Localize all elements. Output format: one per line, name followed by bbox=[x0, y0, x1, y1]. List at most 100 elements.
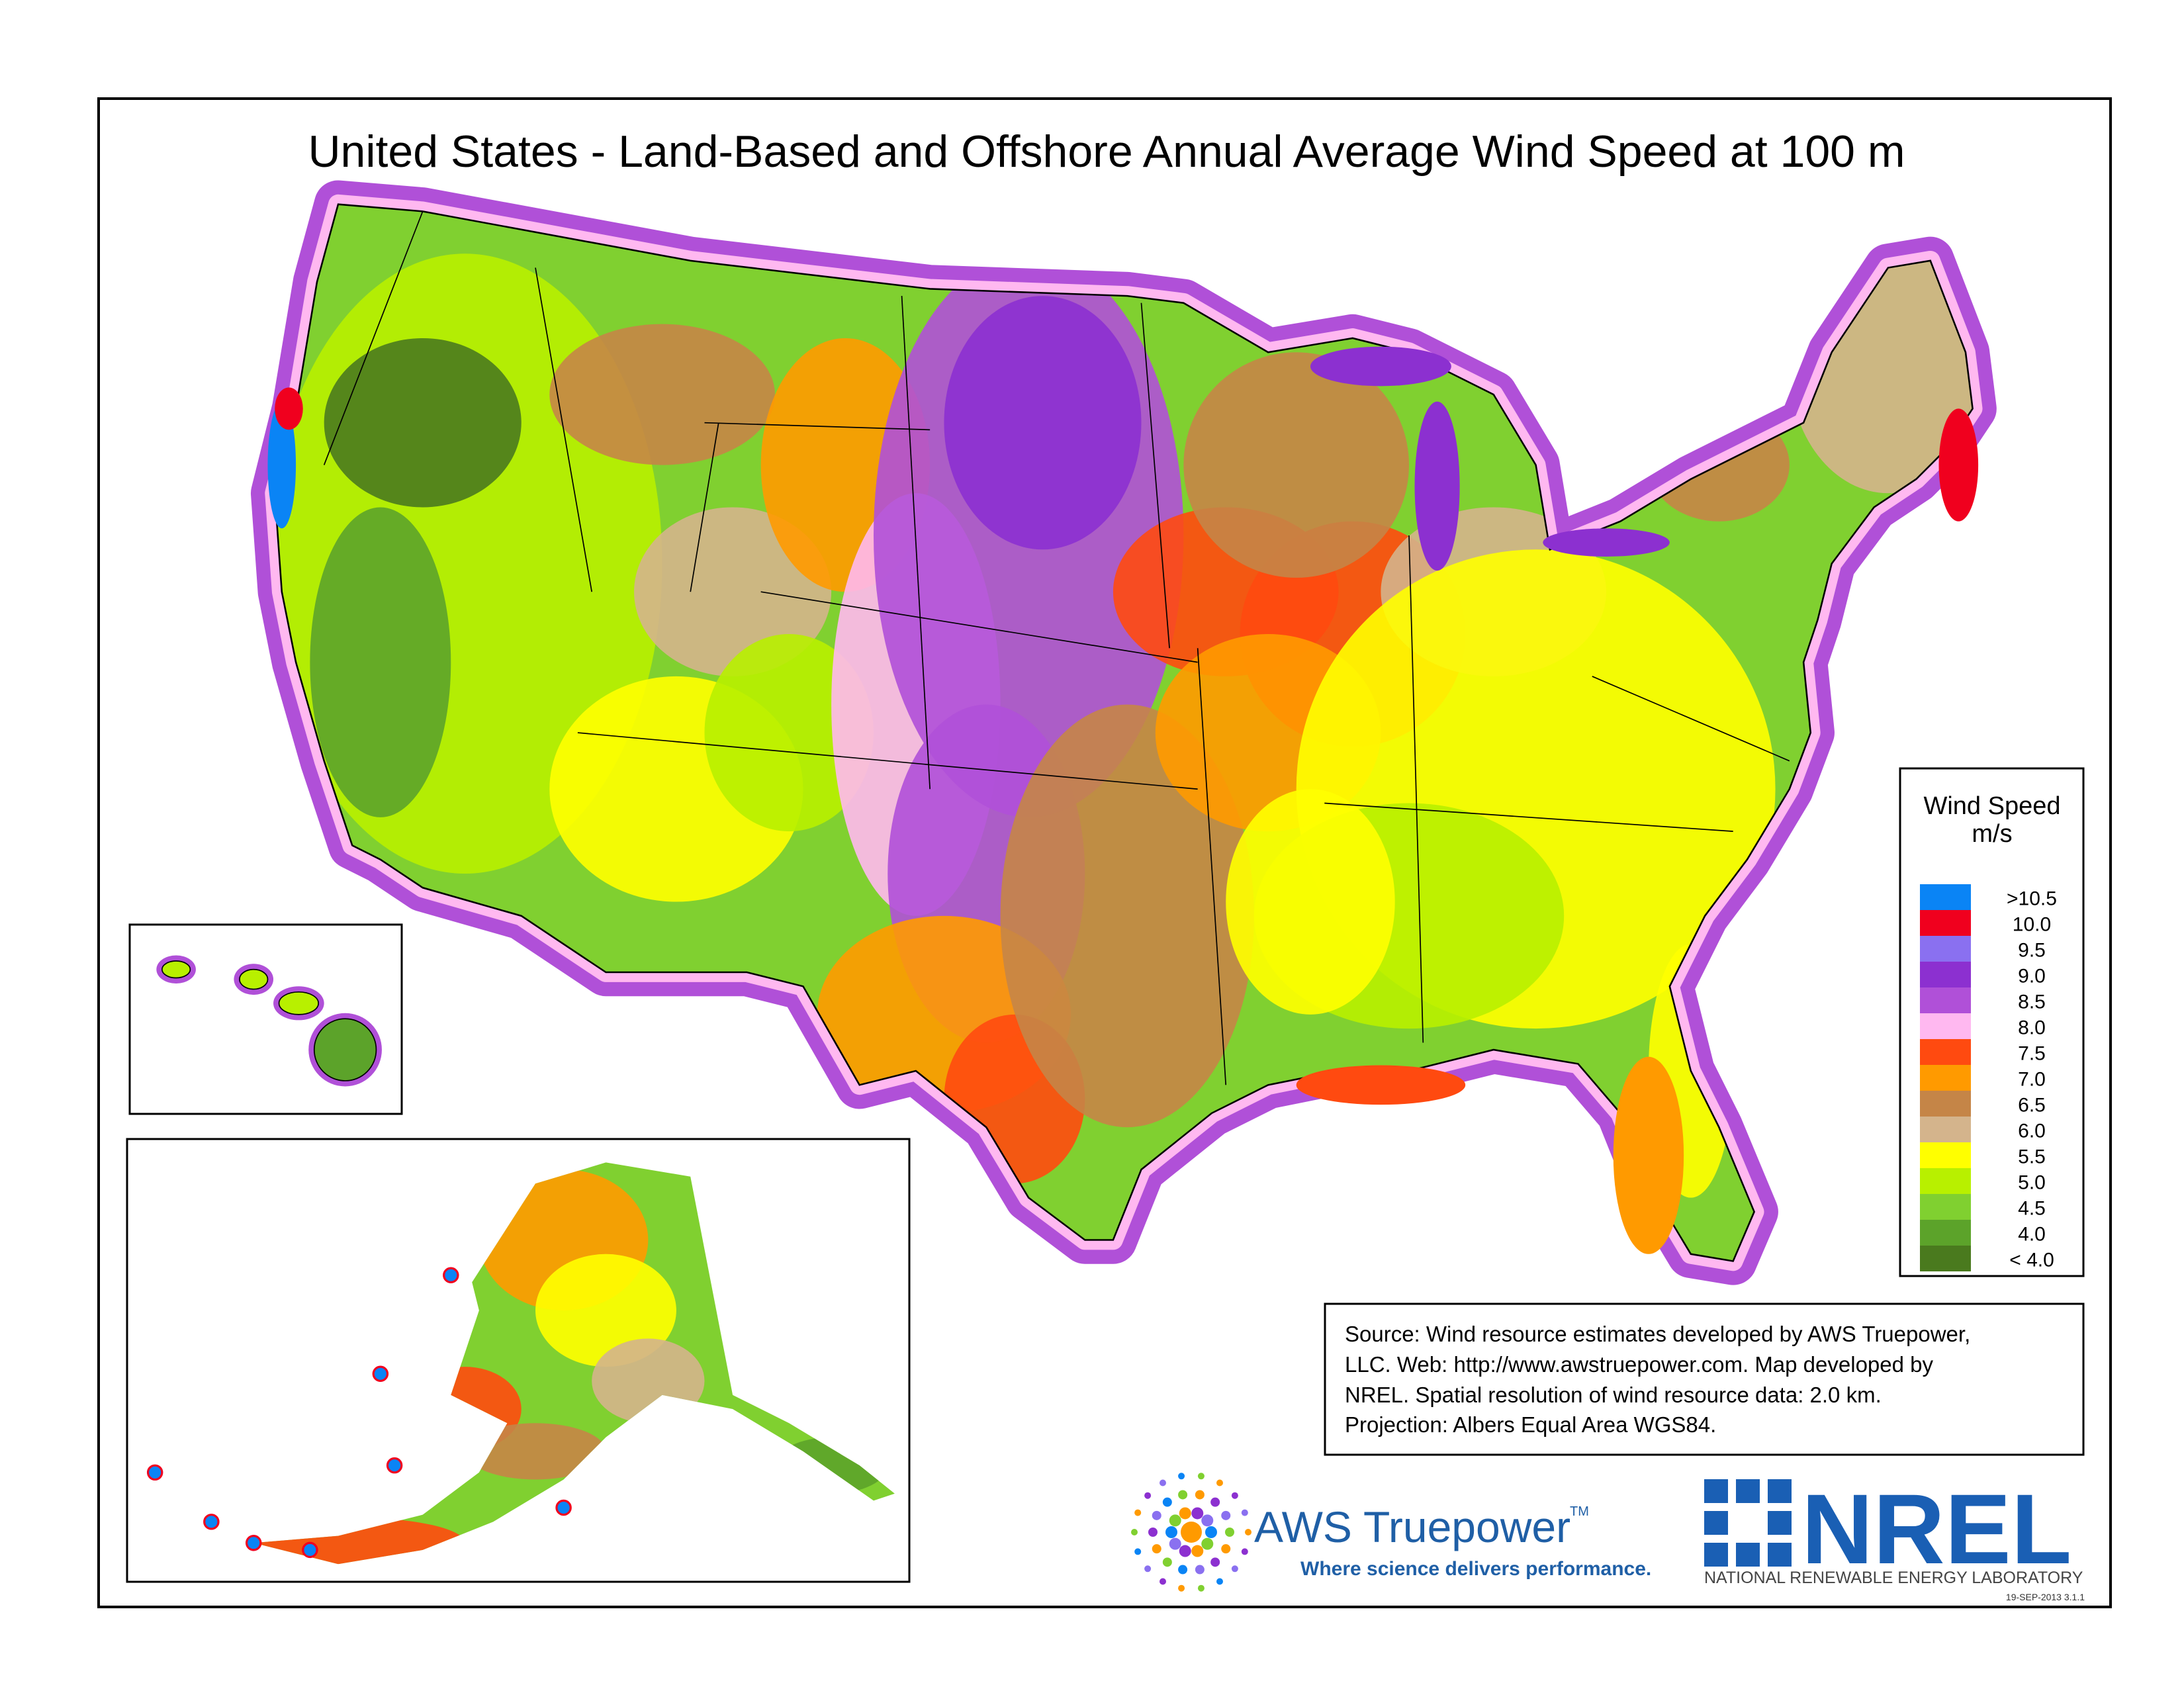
legend-label: < 4.0 bbox=[2009, 1250, 2054, 1271]
legend-swatch bbox=[1920, 1220, 1971, 1246]
island bbox=[278, 991, 320, 1015]
logo-dot bbox=[1178, 1584, 1185, 1592]
land bbox=[275, 204, 1973, 1261]
logo-dot bbox=[1201, 1514, 1214, 1527]
logo-dot bbox=[1165, 1526, 1177, 1538]
logo-dot bbox=[1201, 1537, 1214, 1550]
island bbox=[161, 960, 191, 979]
island bbox=[372, 1365, 389, 1383]
wind-zone bbox=[253, 1517, 465, 1565]
state-line bbox=[1592, 676, 1790, 762]
logo-dot bbox=[1134, 1509, 1142, 1516]
legend-label: 8.0 bbox=[2018, 1017, 2046, 1039]
source-text: Source: Wind resource estimates develope… bbox=[1345, 1322, 1970, 1437]
legend-label: 9.5 bbox=[2018, 940, 2046, 962]
state-line bbox=[690, 422, 719, 592]
island bbox=[239, 968, 269, 990]
aws-trademark: TM bbox=[1570, 1504, 1589, 1519]
logo-dot bbox=[1225, 1528, 1234, 1537]
island bbox=[245, 1535, 262, 1551]
logo-dot bbox=[1144, 1492, 1152, 1499]
logo-dot bbox=[1179, 1545, 1191, 1557]
legend-swatch bbox=[1920, 1065, 1971, 1091]
wind-zone bbox=[704, 634, 874, 832]
lake bbox=[1310, 346, 1451, 387]
wind-zone bbox=[1000, 704, 1254, 1128]
island bbox=[386, 1457, 403, 1474]
logo-dot bbox=[1144, 1565, 1152, 1573]
state-line bbox=[323, 211, 424, 465]
lake bbox=[1543, 528, 1670, 557]
legend-label: >10.5 bbox=[2007, 888, 2057, 910]
coast-zone bbox=[1938, 408, 1979, 522]
logo-dot bbox=[1152, 1544, 1161, 1554]
legend-label: 5.5 bbox=[2018, 1146, 2046, 1168]
logo-dot bbox=[1134, 1548, 1142, 1555]
logo-dot bbox=[1195, 1565, 1205, 1575]
logo-dot bbox=[1152, 1510, 1161, 1520]
logo-dot bbox=[1216, 1578, 1223, 1585]
state-line bbox=[1324, 802, 1733, 832]
logo-dot bbox=[1221, 1510, 1231, 1520]
logo-dot bbox=[1178, 1473, 1185, 1480]
state-line bbox=[1408, 535, 1424, 1043]
wind-zone bbox=[465, 1423, 606, 1480]
state-line bbox=[1140, 302, 1170, 649]
legend-swatch bbox=[1920, 936, 1971, 962]
wind-zone bbox=[592, 1338, 705, 1424]
hawaii-inset bbox=[128, 923, 403, 1115]
legend-swatch bbox=[1920, 962, 1971, 987]
source-line: LLC. Web: http://www.awstruepower.com. M… bbox=[1345, 1352, 1934, 1377]
wind-zone bbox=[1226, 789, 1395, 1015]
aws-logo-mark bbox=[1131, 1473, 1251, 1592]
source-line: Source: Wind resource estimates develope… bbox=[1345, 1322, 1970, 1346]
logo-dot bbox=[1178, 1565, 1188, 1575]
logo-dot bbox=[1162, 1557, 1172, 1567]
island bbox=[203, 1514, 220, 1530]
logo-dot bbox=[1221, 1544, 1231, 1554]
alaska bbox=[253, 1162, 895, 1565]
source-line: Projection: Albers Equal Area WGS84. bbox=[1345, 1412, 1716, 1437]
legend-label: 9.0 bbox=[2018, 966, 2046, 987]
legend-label: 5.0 bbox=[2018, 1172, 2046, 1194]
logo-dot bbox=[1178, 1490, 1188, 1500]
logo-dot bbox=[1245, 1529, 1251, 1535]
alaska-inset bbox=[126, 1138, 911, 1583]
source-line: NREL. Spatial resolution of wind resourc… bbox=[1345, 1383, 1882, 1407]
legend-unit: m/s bbox=[1972, 820, 2012, 848]
legend-label: 7.5 bbox=[2018, 1043, 2046, 1065]
gulf-zone bbox=[1296, 1065, 1466, 1105]
logo-dot bbox=[1191, 1545, 1204, 1557]
legend-label: 10.0 bbox=[2013, 914, 2051, 936]
logo-dot bbox=[1191, 1507, 1204, 1520]
nrel-name: NREL bbox=[1801, 1473, 2071, 1584]
state-line bbox=[704, 422, 931, 431]
logo-dot bbox=[1179, 1507, 1191, 1520]
coast-zone bbox=[267, 401, 296, 529]
nrel-subtitle: NATIONAL RENEWABLE ENERGY LABORATORY bbox=[1704, 1569, 2083, 1587]
legend-label: 7.0 bbox=[2018, 1069, 2046, 1091]
lake bbox=[1414, 401, 1460, 571]
legend-swatch bbox=[1920, 1091, 1971, 1117]
aws-tagline: Where science delivers performance. bbox=[1300, 1558, 1651, 1580]
logo-dot bbox=[1160, 1578, 1166, 1585]
logo-dot bbox=[1162, 1497, 1172, 1507]
legend-swatch bbox=[1920, 1142, 1971, 1168]
logo-dot bbox=[1241, 1509, 1248, 1516]
island bbox=[443, 1267, 459, 1283]
legend-label: 6.0 bbox=[2018, 1120, 2046, 1142]
logo-dot bbox=[1160, 1479, 1166, 1486]
logo-dot bbox=[1205, 1526, 1217, 1538]
logo-dot bbox=[1197, 1473, 1205, 1480]
logo-dot bbox=[1169, 1514, 1181, 1527]
logo-dot bbox=[1197, 1584, 1205, 1592]
state-line bbox=[901, 296, 931, 790]
wind-zone bbox=[549, 324, 775, 465]
nrel-logo-mark bbox=[1704, 1479, 1792, 1567]
island bbox=[313, 1018, 377, 1081]
logo-dot bbox=[1241, 1548, 1248, 1555]
island bbox=[302, 1541, 318, 1559]
logo-dot bbox=[1210, 1557, 1220, 1567]
logo-dot bbox=[1231, 1492, 1238, 1499]
